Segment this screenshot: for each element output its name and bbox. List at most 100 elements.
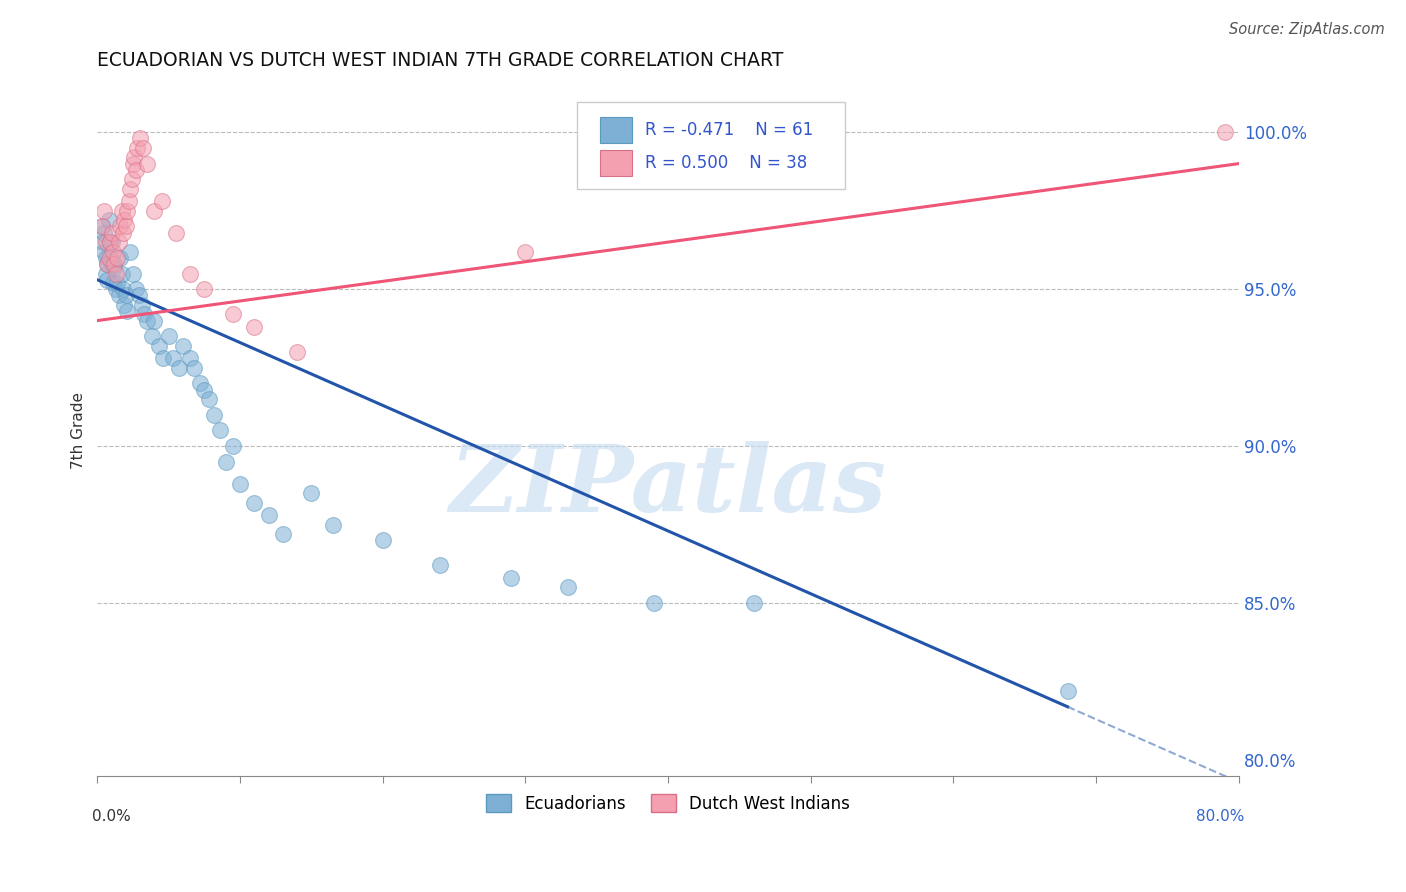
Point <box>115 288 138 302</box>
Point <box>285 345 308 359</box>
Point <box>429 558 451 573</box>
Point <box>136 313 159 327</box>
Point <box>125 282 148 296</box>
Point <box>172 339 194 353</box>
Point <box>112 282 135 296</box>
Y-axis label: 7th Grade: 7th Grade <box>72 392 86 469</box>
Point <box>134 307 156 321</box>
Text: ZIPatlas: ZIPatlas <box>450 441 887 531</box>
Point <box>209 424 232 438</box>
Point <box>143 313 166 327</box>
Point <box>162 351 184 366</box>
Text: 80.0%: 80.0% <box>1197 809 1244 823</box>
Point <box>515 244 537 259</box>
Point <box>222 307 245 321</box>
FancyBboxPatch shape <box>599 150 631 176</box>
Legend: Ecuadorians, Dutch West Indians: Ecuadorians, Dutch West Indians <box>479 788 856 820</box>
Point <box>125 162 148 177</box>
Point <box>157 329 180 343</box>
Point <box>742 596 765 610</box>
Point <box>165 226 187 240</box>
Point <box>107 288 129 302</box>
Point <box>371 533 394 548</box>
Point <box>93 203 115 218</box>
Point <box>96 273 118 287</box>
Point <box>97 213 120 227</box>
Point <box>215 455 238 469</box>
Point <box>222 439 245 453</box>
Point <box>299 486 322 500</box>
Point <box>115 219 138 234</box>
Point <box>117 203 139 218</box>
Point <box>129 131 152 145</box>
Point <box>121 172 143 186</box>
Point <box>229 476 252 491</box>
Point <box>271 527 294 541</box>
Point <box>118 194 141 209</box>
Point <box>128 288 150 302</box>
Point <box>243 496 266 510</box>
Text: R = -0.471    N = 61: R = -0.471 N = 61 <box>645 120 814 138</box>
Text: Source: ZipAtlas.com: Source: ZipAtlas.com <box>1229 22 1385 37</box>
Point <box>100 235 122 249</box>
Point <box>108 251 131 265</box>
Point <box>105 251 128 265</box>
Point <box>93 226 115 240</box>
Point <box>557 581 579 595</box>
Point <box>120 244 142 259</box>
Point <box>110 267 132 281</box>
Point <box>122 156 145 170</box>
Point <box>96 257 118 271</box>
FancyBboxPatch shape <box>599 117 631 143</box>
Point <box>94 235 117 249</box>
Text: ECUADORIAN VS DUTCH WEST INDIAN 7TH GRADE CORRELATION CHART: ECUADORIAN VS DUTCH WEST INDIAN 7TH GRAD… <box>97 51 783 70</box>
Point <box>98 235 121 249</box>
Point <box>131 298 153 312</box>
Point <box>93 244 115 259</box>
Point <box>110 203 132 218</box>
Point <box>104 267 127 281</box>
Point <box>97 251 120 265</box>
Point <box>90 219 112 234</box>
Point <box>197 392 219 406</box>
Point <box>179 351 201 366</box>
Point <box>91 235 114 249</box>
Point <box>98 251 121 265</box>
Point <box>1056 684 1078 698</box>
Point <box>136 156 159 170</box>
Point <box>97 235 120 249</box>
Point <box>179 267 201 281</box>
Point <box>193 383 215 397</box>
Point <box>96 257 118 271</box>
Point <box>114 213 136 227</box>
Point <box>122 267 145 281</box>
Point <box>101 244 124 259</box>
Point <box>243 319 266 334</box>
FancyBboxPatch shape <box>576 103 845 189</box>
Point <box>90 219 112 234</box>
Point <box>148 339 170 353</box>
Point <box>117 304 139 318</box>
Point <box>127 141 149 155</box>
Point <box>167 360 190 375</box>
Point <box>143 203 166 218</box>
Point <box>257 508 280 523</box>
Point <box>105 276 128 290</box>
Point <box>124 150 146 164</box>
Point <box>100 257 122 271</box>
Point <box>114 298 136 312</box>
Point <box>188 376 211 391</box>
Point <box>1213 125 1236 139</box>
Point <box>112 226 135 240</box>
Point <box>103 257 125 271</box>
Point <box>101 276 124 290</box>
Point <box>202 408 225 422</box>
Point <box>152 351 174 366</box>
Point <box>94 251 117 265</box>
Point <box>193 282 215 296</box>
Point <box>183 360 205 375</box>
Point <box>107 235 129 249</box>
Point <box>141 329 163 343</box>
Point <box>103 260 125 275</box>
Point <box>150 194 173 209</box>
